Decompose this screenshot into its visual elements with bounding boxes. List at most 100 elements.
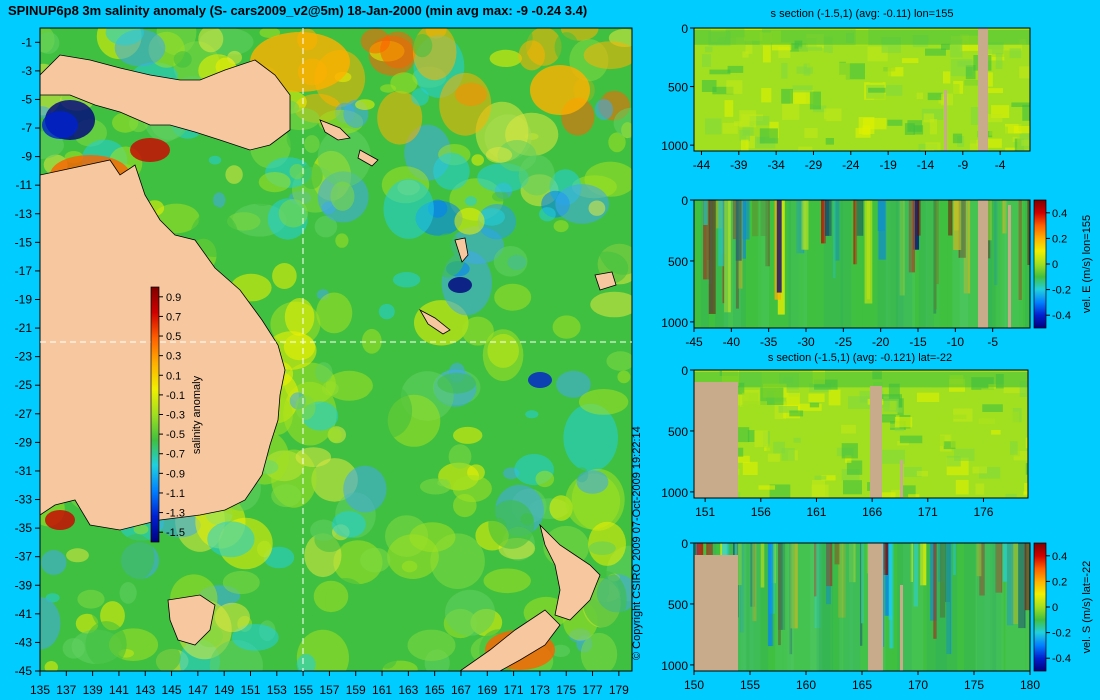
section-y-tick-label: 500 bbox=[668, 598, 688, 612]
velocity-band bbox=[832, 543, 842, 671]
anomaly-blob bbox=[295, 395, 316, 420]
velocity-streak bbox=[760, 200, 767, 236]
anomaly-blob bbox=[296, 654, 316, 671]
field-cell bbox=[742, 51, 749, 58]
field-cell bbox=[1022, 104, 1030, 121]
velocity-band bbox=[1026, 543, 1030, 671]
velocity-band bbox=[1006, 200, 1026, 328]
map-y-tick-label: -11 bbox=[16, 178, 33, 192]
map-x-tick-label: 169 bbox=[477, 683, 497, 697]
anomaly-blob bbox=[482, 329, 524, 381]
anomaly-blob bbox=[360, 547, 391, 573]
field-cell bbox=[781, 448, 795, 461]
anomaly-blob bbox=[551, 644, 571, 658]
map-x-tick-label: 171 bbox=[504, 683, 524, 697]
anomaly-blob bbox=[448, 444, 472, 469]
velocity-band bbox=[1007, 543, 1025, 671]
velocity-streak bbox=[984, 200, 992, 241]
field-cell bbox=[957, 60, 974, 67]
velocity-band bbox=[745, 200, 762, 328]
section-4-y-axis: 0 500 1000 bbox=[661, 537, 694, 673]
anomaly-blob bbox=[407, 629, 456, 661]
velocity-streak bbox=[864, 200, 873, 304]
section-x-tick-label: 176 bbox=[973, 505, 993, 519]
anomaly-blob bbox=[520, 513, 534, 526]
anomaly-blob bbox=[314, 215, 338, 238]
section-x-tick-label: 155 bbox=[740, 678, 760, 692]
velocity-band bbox=[976, 543, 997, 671]
anomaly-patch bbox=[42, 111, 78, 139]
velocity-band bbox=[985, 200, 996, 328]
anomaly-blob bbox=[556, 370, 591, 398]
field-cell bbox=[1005, 493, 1017, 498]
map-y-tick-label: -19 bbox=[15, 292, 33, 306]
anomaly-blob bbox=[576, 470, 609, 494]
field-cell bbox=[739, 129, 750, 142]
velocity-band bbox=[706, 200, 718, 328]
colorbar-tick-label: 0.4 bbox=[1052, 551, 1067, 563]
colorbar-tick-label: 0 bbox=[1052, 259, 1058, 271]
anomaly-blob bbox=[310, 519, 338, 541]
field-cell bbox=[933, 435, 945, 446]
anomaly-blob bbox=[489, 49, 522, 67]
anomaly-blob bbox=[332, 511, 366, 538]
section-y-tick-label: 1000 bbox=[661, 316, 688, 330]
field-cell bbox=[792, 85, 813, 93]
section-land bbox=[900, 585, 903, 671]
velocity-band bbox=[843, 543, 861, 671]
anomaly-blob bbox=[40, 597, 61, 650]
main-title: SPINUP6p8 3m salinity anomaly (S- cars20… bbox=[8, 3, 587, 18]
velocity-streak bbox=[963, 200, 971, 294]
velocity-streak bbox=[882, 543, 889, 575]
field-cell bbox=[986, 88, 1003, 94]
velocity-streak bbox=[825, 200, 832, 236]
velocity-band bbox=[840, 200, 852, 328]
anomaly-patch bbox=[45, 510, 75, 530]
field-cell bbox=[895, 407, 903, 413]
velocity-streak bbox=[801, 200, 809, 250]
map-y-tick-label: -7 bbox=[21, 121, 32, 135]
velocity-band bbox=[791, 200, 807, 328]
field-cell bbox=[1007, 397, 1015, 408]
field-cell bbox=[812, 480, 825, 497]
section-x-tick-label: -40 bbox=[723, 335, 741, 349]
map-y-tick-label: -31 bbox=[15, 464, 33, 478]
anomaly-blob bbox=[159, 513, 201, 538]
anomaly-blob bbox=[400, 613, 414, 623]
velocity-streak bbox=[1006, 543, 1014, 626]
field-cell bbox=[919, 485, 936, 498]
anomaly-blob bbox=[590, 291, 632, 318]
field-cell bbox=[954, 448, 975, 461]
section-x-tick-label: 166 bbox=[862, 505, 882, 519]
anomaly-blob bbox=[390, 72, 418, 94]
anomaly-blob bbox=[580, 632, 618, 671]
map-y-tick-label: -9 bbox=[21, 150, 32, 164]
anomaly-blob bbox=[344, 629, 361, 639]
field-cell bbox=[845, 455, 852, 463]
velocity-streak bbox=[958, 200, 966, 258]
map-colorbar-tick-label: -1.5 bbox=[166, 527, 185, 539]
velocity-streak bbox=[752, 200, 759, 237]
anomaly-blob bbox=[392, 272, 421, 288]
field-cell bbox=[825, 138, 834, 145]
map-colorbar-label: salinity anomaly bbox=[191, 375, 203, 454]
field-cell bbox=[760, 387, 784, 405]
velocity-streak bbox=[994, 200, 998, 286]
velocity-streak bbox=[917, 200, 921, 236]
anomaly-blob bbox=[40, 550, 67, 575]
field-cell bbox=[1010, 441, 1018, 455]
section-2-frame bbox=[693, 199, 1031, 329]
velocity-band bbox=[788, 200, 799, 328]
velocity-band bbox=[895, 200, 913, 328]
velocity-streak bbox=[936, 200, 939, 285]
section-x-tick-label: -45 bbox=[685, 335, 703, 349]
section-2-colorbar bbox=[1033, 199, 1047, 329]
anomaly-blob bbox=[371, 572, 422, 603]
velocity-band bbox=[855, 200, 875, 328]
anomaly-blob bbox=[317, 127, 371, 187]
section-panel-4: 150 155 160 165 170 175 180 0 500 1000 0.4 0.2 0 -0… bbox=[661, 537, 1093, 692]
field-cell bbox=[901, 58, 919, 64]
field-cell bbox=[1022, 397, 1028, 409]
land-new-caledonia bbox=[418, 308, 451, 335]
